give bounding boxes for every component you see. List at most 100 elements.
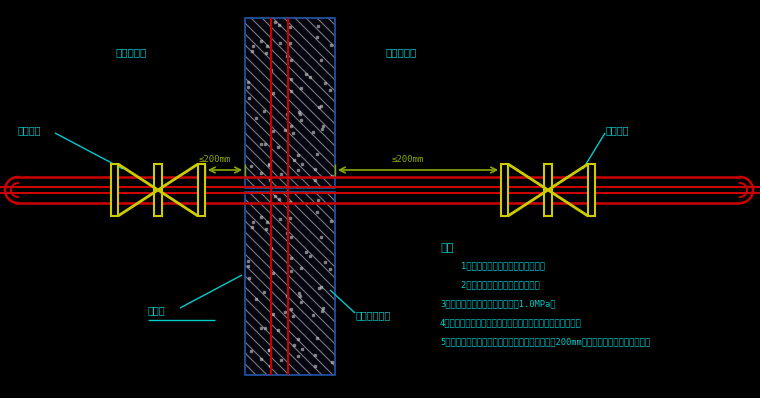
Point bbox=[292, 353, 304, 359]
Point bbox=[293, 108, 306, 115]
Point bbox=[258, 107, 271, 114]
Point bbox=[294, 111, 306, 118]
Point bbox=[296, 346, 308, 353]
Point bbox=[285, 88, 297, 94]
Point bbox=[317, 123, 329, 129]
Point bbox=[319, 80, 331, 86]
Point bbox=[309, 363, 321, 369]
Text: 防护管间套管: 防护管间套管 bbox=[355, 310, 390, 320]
Point bbox=[274, 40, 286, 47]
Point bbox=[311, 151, 323, 157]
Point bbox=[294, 293, 306, 299]
Point bbox=[315, 103, 328, 109]
Point bbox=[268, 128, 280, 135]
Point bbox=[261, 219, 273, 225]
Point bbox=[325, 173, 337, 179]
Point bbox=[249, 296, 261, 302]
Point bbox=[272, 143, 284, 150]
Point bbox=[325, 42, 337, 48]
Point bbox=[284, 215, 296, 221]
Text: 2、施工时防护管间套管应夹里。: 2、施工时防护管间套管应夹里。 bbox=[440, 281, 540, 289]
Text: 防护单元Ⅱ: 防护单元Ⅱ bbox=[385, 47, 416, 57]
Text: 防护单元Ⅰ: 防护单元Ⅰ bbox=[115, 47, 146, 57]
Point bbox=[317, 305, 329, 311]
Point bbox=[319, 258, 331, 265]
Point bbox=[325, 359, 337, 365]
Point bbox=[307, 129, 319, 135]
Point bbox=[296, 161, 308, 167]
Point bbox=[311, 209, 323, 215]
Point bbox=[243, 275, 255, 281]
Point bbox=[288, 156, 300, 163]
Point bbox=[247, 219, 259, 225]
Point bbox=[316, 308, 328, 314]
Point bbox=[242, 258, 255, 264]
Point bbox=[242, 84, 255, 90]
Point bbox=[273, 22, 285, 28]
Point bbox=[274, 357, 287, 363]
Point bbox=[242, 263, 255, 269]
Bar bbox=[111, 164, 118, 216]
Bar bbox=[544, 164, 552, 216]
Bar bbox=[245, 192, 335, 375]
Point bbox=[260, 226, 272, 232]
Point bbox=[295, 85, 307, 92]
Point bbox=[255, 325, 267, 332]
Text: 5、人防围护结构的侧距离阀门的通道面不宜大于200mm。阀门应有明显的启闭标志。: 5、人防围护结构的侧距离阀门的通道面不宜大于200mm。阀门应有明显的启闭标志。 bbox=[440, 338, 650, 347]
Bar bbox=[198, 164, 205, 216]
Point bbox=[285, 267, 297, 274]
Bar bbox=[245, 18, 335, 188]
Text: 1、管道采用法兰、螺纹连接均可。: 1、管道采用法兰、螺纹连接均可。 bbox=[440, 261, 545, 271]
Point bbox=[261, 43, 273, 49]
Point bbox=[283, 199, 296, 205]
Point bbox=[274, 171, 287, 177]
Point bbox=[284, 255, 296, 261]
Point bbox=[300, 249, 312, 255]
Point bbox=[265, 67, 277, 74]
Point bbox=[315, 234, 328, 240]
Point bbox=[263, 347, 275, 353]
Point bbox=[258, 141, 271, 147]
Point bbox=[283, 24, 296, 30]
Point bbox=[304, 74, 316, 81]
Text: 防护阀门: 防护阀门 bbox=[605, 125, 629, 135]
Point bbox=[281, 111, 293, 118]
Point bbox=[324, 86, 336, 93]
Point bbox=[263, 161, 275, 168]
Point bbox=[255, 38, 267, 44]
Point bbox=[324, 266, 336, 272]
Point bbox=[255, 356, 268, 363]
Point bbox=[245, 348, 257, 355]
Point bbox=[304, 253, 316, 259]
Text: 3、防护阀门的必备压力不应小于1.0MPa。: 3、防护阀门的必备压力不应小于1.0MPa。 bbox=[440, 300, 556, 308]
Text: ≤200mm: ≤200mm bbox=[199, 156, 231, 164]
Point bbox=[293, 290, 306, 296]
Point bbox=[295, 265, 307, 271]
Point bbox=[285, 305, 297, 312]
Point bbox=[255, 141, 267, 148]
Point bbox=[269, 193, 281, 199]
Text: 穿墙管: 穿墙管 bbox=[148, 305, 166, 315]
Point bbox=[263, 162, 275, 168]
Point bbox=[292, 152, 304, 158]
Point bbox=[300, 71, 312, 77]
Text: 说明: 说明 bbox=[440, 243, 454, 253]
Point bbox=[243, 94, 255, 101]
Point bbox=[274, 216, 286, 222]
Point bbox=[264, 363, 277, 369]
Bar bbox=[501, 164, 508, 216]
Point bbox=[311, 335, 323, 341]
Point bbox=[309, 352, 321, 358]
Point bbox=[267, 90, 279, 96]
Point bbox=[258, 289, 271, 295]
Point bbox=[249, 115, 261, 121]
Point bbox=[258, 325, 271, 331]
Point bbox=[255, 214, 267, 220]
Point bbox=[325, 218, 337, 224]
Point bbox=[272, 327, 284, 334]
Point bbox=[287, 313, 299, 319]
Point bbox=[307, 312, 319, 318]
Point bbox=[294, 299, 306, 305]
Point bbox=[285, 57, 297, 63]
Point bbox=[245, 47, 258, 54]
